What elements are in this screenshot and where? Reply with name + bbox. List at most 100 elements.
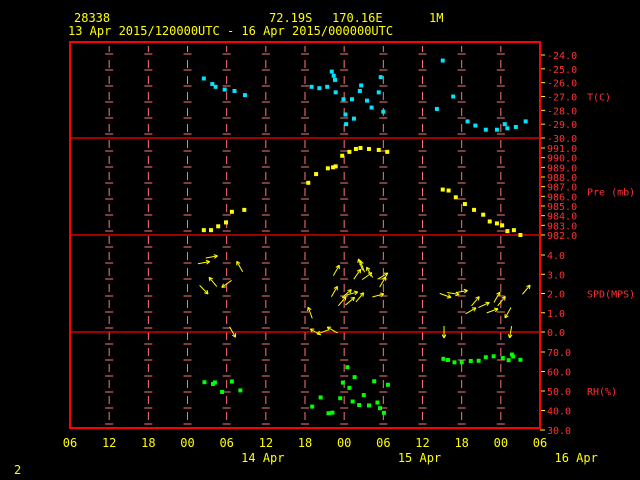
wind-arrow [316, 329, 329, 336]
wind-arrow [471, 296, 480, 307]
y-tick-label: 991.0 [547, 144, 577, 155]
wind-arrow-shaft [326, 326, 338, 334]
wind-arrow-head [316, 330, 321, 335]
wind-arrow [478, 301, 490, 309]
data-point-temp [365, 98, 370, 103]
y-tick-label: 3.0 [547, 270, 565, 281]
y-tick-label: 986.0 [547, 192, 577, 203]
station-lat: 72.19S [269, 11, 313, 25]
wind-arrow [486, 307, 499, 314]
wind-arrow-head [231, 334, 236, 338]
data-point-temp [359, 83, 364, 88]
data-point-pressure [353, 146, 358, 151]
y-tick-label: 983.0 [547, 221, 577, 232]
wind-arrow [377, 272, 389, 280]
data-point-temp [369, 105, 374, 110]
wind-arrow-shaft [357, 258, 364, 271]
wind-arrow-head [486, 302, 490, 307]
wind-arrow [493, 291, 501, 303]
data-point-temp [465, 119, 470, 124]
axis-layer: 06 12 18 00 06 12 18 00 06 12 18 00 06 14 Apr 15 Apr 16… [63, 51, 635, 465]
wind-arrow [353, 268, 362, 280]
wind-arrow-shaft [208, 277, 218, 287]
data-point-pressure [500, 223, 505, 228]
data-point-temp [378, 75, 383, 80]
data-point-rh [518, 357, 523, 362]
x-tick-label: 12 [415, 436, 429, 450]
wind-arrow [199, 285, 209, 295]
wind-arrow-shaft [522, 284, 531, 295]
data-point-pressure [306, 180, 311, 185]
data-point-pressure [511, 228, 516, 233]
x-tick-label: 06 [376, 436, 390, 450]
wind-arrow-shaft [205, 255, 218, 259]
wind-arrow-head [349, 289, 352, 294]
data-point-pressure [201, 228, 206, 233]
wind-arrow-head [350, 296, 355, 299]
data-point-temp [376, 90, 381, 95]
wind-arrow-head [333, 285, 338, 289]
wind-arrow-head [326, 326, 330, 331]
data-point-rh [338, 396, 343, 401]
wind-arrow-shaft [221, 280, 232, 288]
data-point-pressure [229, 209, 234, 214]
data-point-temp [343, 112, 348, 117]
data-point-pressure [216, 224, 221, 229]
x-tick-label: 18 [454, 436, 468, 450]
wind-arrow-head [359, 292, 364, 295]
panel-label-rh: RH(%) [587, 387, 617, 398]
wind-arrow-shaft [486, 308, 499, 314]
y-tick-label: -30.0 [547, 134, 577, 145]
data-point-pressure [487, 219, 492, 224]
wind-arrow-head [335, 264, 340, 268]
data-point-pressure [331, 165, 336, 170]
data-point-rh [330, 410, 335, 415]
wind-arrow [355, 292, 365, 303]
data-point-temp [344, 122, 349, 127]
x-tick-label: 18 [141, 436, 155, 450]
data-point-pressure [358, 146, 363, 150]
data-point-rh [372, 379, 377, 384]
data-point-rh [347, 385, 352, 390]
wind-arrow [372, 292, 385, 298]
wind-arrow-head [463, 288, 468, 292]
data-point-rh [350, 399, 355, 404]
wind-arrow [332, 264, 340, 276]
wind-arrow-shaft [455, 290, 468, 294]
wind-arrow-head [382, 276, 386, 280]
wind-arrow-shaft [346, 291, 358, 296]
wind-arrow-shaft [355, 292, 365, 303]
data-point-pressure [494, 221, 499, 226]
y-tick-label: 984.0 [547, 212, 577, 223]
panel-label-temp: T(C) [587, 93, 611, 104]
data-point-rh [375, 400, 380, 405]
data-point-rh [202, 380, 207, 385]
wind-arrow [197, 259, 211, 265]
data-point-pressure [472, 207, 477, 212]
x-tick-label: 00 [494, 436, 508, 450]
wind-arrow-shaft [372, 293, 385, 298]
data-point-temp [242, 93, 247, 98]
x-tick-label: 06 [219, 436, 233, 450]
wind-arrow-head [443, 334, 447, 339]
y-tick-label: 982.0 [547, 231, 577, 242]
data-point-temp [350, 97, 354, 102]
wind-arrow-shaft [307, 306, 313, 319]
wind-arrow-shaft [197, 261, 210, 265]
wind-arrow [504, 307, 512, 319]
wind-arrow-head [504, 315, 509, 319]
wind-arrow-head [359, 260, 361, 265]
y-tick-label: 989.0 [547, 163, 577, 174]
data-point-rh [229, 379, 234, 384]
y-tick-label: 60.0 [547, 368, 571, 379]
data-point-rh [468, 358, 473, 363]
wind-arrow-shaft [465, 307, 477, 315]
wind-arrow-shaft [439, 292, 452, 298]
wind-arrow-head [360, 260, 364, 264]
data-point-temp [357, 88, 362, 93]
wind-arrow-shaft [341, 289, 352, 298]
data-point-rh [459, 360, 464, 365]
wind-arrow [441, 326, 447, 339]
wind-arrow-head [504, 296, 506, 301]
